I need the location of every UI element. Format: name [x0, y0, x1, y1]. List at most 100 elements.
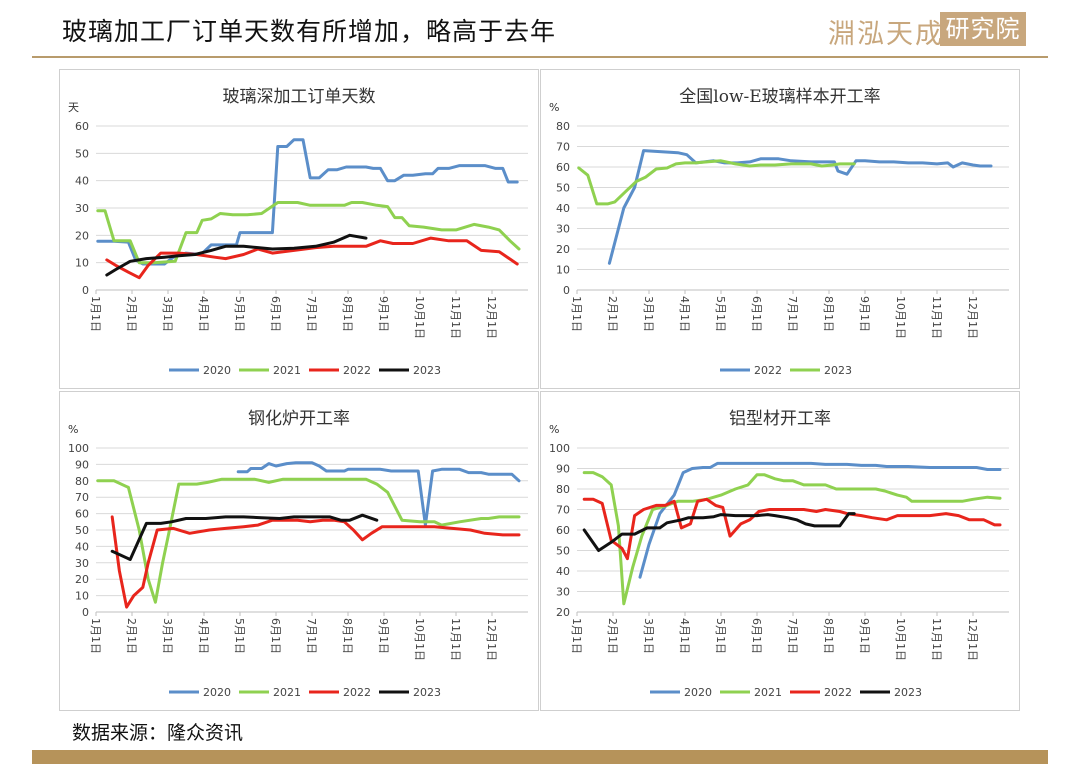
y-tick-label: 70: [556, 141, 570, 154]
x-tick-label: 5月1日: [233, 296, 246, 332]
series-line-2023: [105, 233, 368, 277]
chart-lowe-rate-svg: 全国low-E玻璃样本开工率% 0 10 20 30 40 50 60 70 80 1月1日 2月1日…: [549, 87, 1009, 377]
x-tick-label: 10月1日: [413, 618, 426, 661]
x-tick-label: 6月1日: [269, 296, 282, 332]
y-tick-label: 0: [563, 284, 570, 297]
x-tick-label: 12月1日: [485, 618, 498, 661]
y-tick-label: 60: [556, 161, 570, 174]
chart-title: 钢化炉开工率: [248, 409, 350, 429]
y-tick-label: 40: [75, 540, 89, 553]
chart-order-days: 玻璃深加工订单天数天 0 10 20 30 40 50 60 1月1日 2月1日 3月1日 4月1日 5…: [59, 69, 539, 389]
y-tick-label: 20: [75, 229, 89, 242]
y-tick-label: 30: [556, 223, 570, 236]
y-tick-label: 50: [556, 182, 570, 195]
legend-label: 2022: [754, 364, 782, 377]
x-tick-label: 11月1日: [449, 618, 462, 661]
footer-bar: [32, 750, 1048, 764]
x-tick-label: 2月1日: [606, 618, 619, 654]
y-tick-label: 30: [75, 557, 89, 570]
x-tick-label: 3月1日: [642, 618, 655, 654]
y-tick-label: 60: [75, 120, 89, 133]
y-tick-label: 40: [556, 565, 570, 578]
y-tick-label: 40: [556, 202, 570, 215]
x-tick-label: 4月1日: [197, 296, 210, 332]
x-tick-label: 9月1日: [377, 296, 390, 332]
series-line-2023: [110, 513, 379, 561]
x-tick-label: 11月1日: [930, 618, 943, 661]
x-tick-label: 5月1日: [714, 296, 727, 332]
x-tick-label: 8月1日: [341, 296, 354, 332]
series-line-2020: [638, 461, 1002, 579]
x-tick-label: 7月1日: [786, 296, 799, 332]
chart-aluminum-rate-svg: 铝型材开工率% 20 30 40 50 60 70 80 90 100 1月1日 2月1日 3月1日 4月…: [549, 409, 1009, 699]
legend-label: 2023: [894, 686, 922, 699]
series-line-2021: [582, 471, 1002, 606]
x-tick-label: 9月1日: [858, 618, 871, 654]
y-tick-label: 50: [75, 524, 89, 537]
x-tick-label: 1月1日: [570, 296, 583, 332]
legend-label: 2023: [824, 364, 852, 377]
y-tick-label: 30: [75, 202, 89, 215]
x-tick-label: 7月1日: [305, 296, 318, 332]
series-line-2022: [110, 515, 521, 609]
x-tick-label: 6月1日: [750, 296, 763, 332]
x-tick-label: 3月1日: [642, 296, 655, 332]
y-unit-label: 天: [68, 101, 79, 114]
logo-box: 研究院: [940, 12, 1026, 46]
x-tick-label: 6月1日: [269, 618, 282, 654]
x-tick-label: 4月1日: [678, 618, 691, 654]
x-tick-label: 1月1日: [89, 618, 102, 654]
y-unit-label: %: [68, 423, 78, 436]
legend-label: 2022: [343, 686, 371, 699]
legend-label: 2020: [203, 686, 231, 699]
legend-label: 2021: [273, 364, 301, 377]
y-tick-label: 10: [75, 257, 89, 270]
logo: 淵泓天成 研究院: [828, 10, 1028, 50]
y-tick-label: 50: [75, 147, 89, 160]
x-tick-label: 9月1日: [858, 296, 871, 332]
chart-title: 玻璃深加工订单天数: [223, 87, 376, 107]
y-tick-label: 20: [556, 243, 570, 256]
x-tick-label: 1月1日: [570, 618, 583, 654]
y-tick-label: 80: [75, 475, 89, 488]
y-tick-label: 70: [556, 504, 570, 517]
y-tick-label: 60: [556, 524, 570, 537]
x-tick-label: 7月1日: [786, 618, 799, 654]
x-tick-label: 3月1日: [161, 296, 174, 332]
chart-tempering-rate: 钢化炉开工率% 0 10 20 30 40 50 60 70 80 90 100 1月1日 2月1日 3月1…: [59, 391, 539, 711]
x-tick-label: 12月1日: [485, 296, 498, 339]
x-tick-label: 5月1日: [714, 618, 727, 654]
x-tick-label: 9月1日: [377, 618, 390, 654]
x-tick-label: 2月1日: [606, 296, 619, 332]
legend-label: 2021: [273, 686, 301, 699]
y-tick-label: 20: [556, 606, 570, 619]
x-tick-label: 5月1日: [233, 618, 246, 654]
chart-title: 铝型材开工率: [729, 409, 831, 429]
x-tick-label: 4月1日: [197, 618, 210, 654]
logo-text: 淵泓天成: [828, 19, 944, 50]
x-tick-label: 2月1日: [125, 296, 138, 332]
y-tick-label: 80: [556, 120, 570, 133]
legend-label: 2023: [413, 686, 441, 699]
y-tick-label: 100: [549, 442, 570, 455]
chart-aluminum-rate: 铝型材开工率% 20 30 40 50 60 70 80 90 100 1月1日 2月1日 3月1日 4月…: [540, 391, 1020, 711]
page-title: 玻璃加工厂订单天数有所增加，略高于去年: [62, 17, 557, 46]
y-tick-label: 10: [556, 264, 570, 277]
data-source: 数据来源：隆众资讯: [72, 722, 244, 744]
x-tick-label: 8月1日: [341, 618, 354, 654]
series-line-2020: [236, 461, 521, 527]
y-tick-label: 90: [75, 458, 89, 471]
series-line-2021: [96, 477, 521, 604]
series-line-2023: [582, 512, 856, 552]
series-line-2022: [582, 497, 1002, 561]
legend-label: 2022: [824, 686, 852, 699]
y-tick-label: 20: [75, 573, 89, 586]
x-tick-label: 6月1日: [750, 618, 763, 654]
y-tick-label: 70: [75, 491, 89, 504]
x-tick-label: 11月1日: [449, 296, 462, 339]
series-line-2021: [96, 201, 521, 265]
series-line-2022: [105, 236, 519, 280]
y-tick-label: 40: [75, 175, 89, 188]
y-tick-label: 100: [68, 442, 89, 455]
x-tick-label: 10月1日: [894, 618, 907, 661]
